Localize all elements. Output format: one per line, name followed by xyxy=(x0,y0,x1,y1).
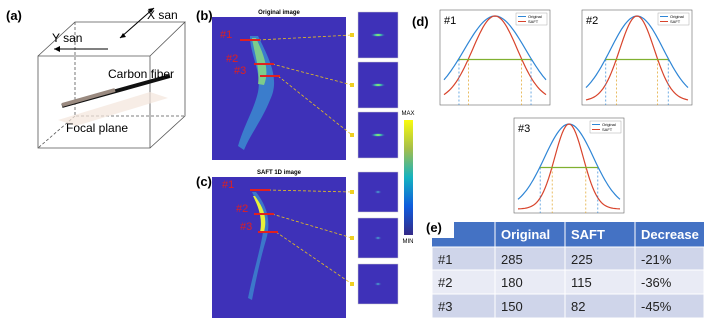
table-cell: 225 xyxy=(571,252,593,267)
table-cell: #1 xyxy=(438,252,452,267)
guide-line xyxy=(267,189,353,193)
table-cell: 115 xyxy=(571,275,592,290)
x-scan-label: X san xyxy=(147,8,178,22)
panel-label: (d) xyxy=(412,14,429,29)
profile-curve xyxy=(443,15,547,96)
table-header: Original xyxy=(501,227,550,242)
guide-line xyxy=(275,231,353,285)
panel-label: (a) xyxy=(6,8,22,23)
panel-label: (e) xyxy=(426,220,442,235)
table-cell: 285 xyxy=(501,252,523,267)
colorbar xyxy=(404,120,413,235)
table-cell: 82 xyxy=(571,299,585,314)
fiber-signal-core xyxy=(252,38,267,85)
guide-dot xyxy=(350,236,354,240)
fiber-label: Carbon fiber xyxy=(108,67,174,81)
table-header: SAFT xyxy=(571,227,605,242)
plot-label: #2 xyxy=(586,15,598,27)
plot-frame xyxy=(581,9,693,106)
plot-label: #1 xyxy=(444,15,456,27)
marker-label: #1 xyxy=(220,29,232,41)
guide-line xyxy=(271,63,353,86)
legend-entry: Original xyxy=(528,14,542,19)
image-title-bar xyxy=(212,168,346,177)
image xyxy=(212,172,346,318)
zoom-spot xyxy=(370,33,386,37)
table-cell: -21% xyxy=(641,252,672,267)
table-cell: #3 xyxy=(438,299,452,314)
image-title: SAFT 1D image xyxy=(257,170,302,176)
guide-dot xyxy=(350,282,354,286)
table-row-bg xyxy=(431,293,705,319)
colorbar-min: MIN xyxy=(403,239,414,245)
y-arrow-head xyxy=(54,46,60,52)
marker-label: #2 xyxy=(236,203,248,215)
plot-frame xyxy=(513,117,625,214)
zoom-panel xyxy=(357,111,399,159)
focal-plane xyxy=(58,92,168,126)
panel-label: (b) xyxy=(196,8,213,23)
table-header: Decrease xyxy=(641,227,699,242)
legend-entry: Original xyxy=(602,122,616,127)
plane-label: Focal plane xyxy=(66,121,128,135)
x-arrow xyxy=(119,7,155,39)
table-cell: #2 xyxy=(438,275,452,290)
table-cell: -45% xyxy=(641,299,672,314)
table-row-bg xyxy=(431,269,705,295)
legend-entry: Original xyxy=(670,14,684,19)
fiber-signal-core xyxy=(253,196,266,232)
profile-curve xyxy=(585,15,689,101)
marker-label: #1 xyxy=(222,179,234,191)
legend-entry: SAFT xyxy=(528,19,539,24)
zoom-spot xyxy=(374,236,382,240)
guide-line xyxy=(257,34,353,41)
table-cell: -36% xyxy=(641,275,672,290)
legend-entry: SAFT xyxy=(670,19,681,24)
zoom-spot xyxy=(374,282,382,286)
table-cell: 150 xyxy=(501,299,523,314)
plot-frame xyxy=(439,9,551,106)
guide-dot xyxy=(350,33,354,37)
guide-dot xyxy=(350,83,354,87)
panel-label: (c) xyxy=(196,174,212,189)
marker-label: #3 xyxy=(240,221,252,233)
profile-curve xyxy=(517,123,621,210)
image-title-bar xyxy=(212,8,346,17)
carbon-fiber-shade xyxy=(61,88,116,107)
y-scan-label: Y san xyxy=(52,31,82,45)
table-cell: 180 xyxy=(501,275,523,290)
image-title: Original image xyxy=(258,10,300,16)
plot-label: #3 xyxy=(518,123,530,135)
zoom-spot xyxy=(370,83,386,87)
marker-label: #3 xyxy=(234,65,246,77)
legend-entry: SAFT xyxy=(602,127,613,132)
x-arrow-head xyxy=(120,8,154,38)
guide-dot xyxy=(350,133,354,137)
guide-dot xyxy=(350,190,354,194)
zoom-spot xyxy=(370,133,386,137)
guide-line xyxy=(277,75,353,136)
label-corner xyxy=(424,218,454,238)
table-header-bg xyxy=(432,222,704,247)
zoom-spot xyxy=(374,190,382,194)
guide-line xyxy=(271,213,353,239)
colorbar-max: MAX xyxy=(401,111,414,117)
zoom-panel xyxy=(357,61,399,109)
marker-label: #2 xyxy=(226,53,238,65)
